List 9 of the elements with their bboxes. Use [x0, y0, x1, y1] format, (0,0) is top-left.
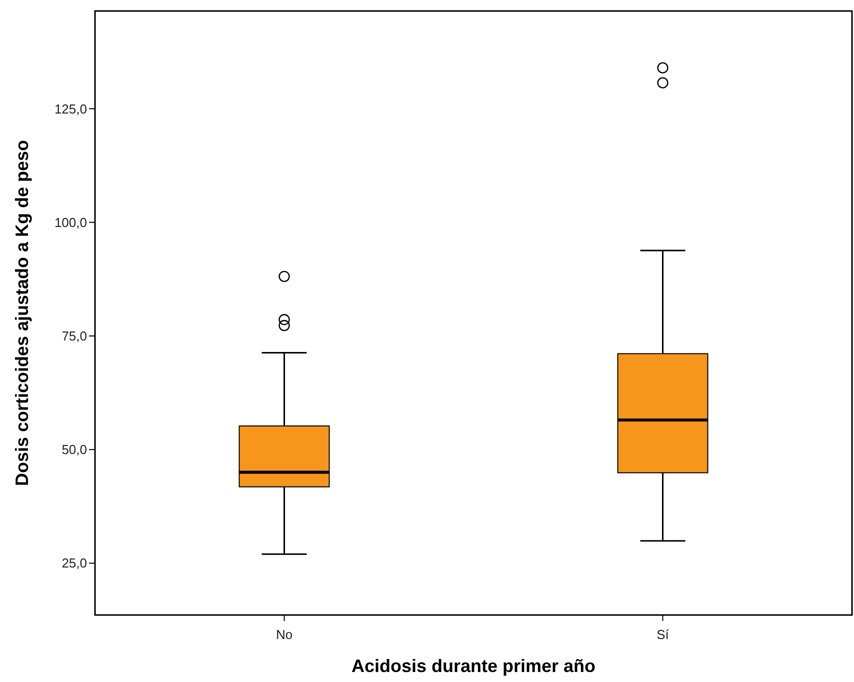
y-tick-label: 25,0 — [62, 556, 87, 571]
y-tick-label: 50,0 — [62, 442, 87, 458]
x-axis-title: Acidosis durante primer año — [351, 656, 596, 676]
y-axis-title: Dosis corticoides ajustado a Kg de peso — [12, 140, 32, 486]
x-tick-label: No — [276, 627, 293, 642]
x-tick-label: Sí — [656, 627, 670, 642]
y-tick-label: 100,0 — [54, 214, 87, 230]
y-tick-label: 125,0 — [54, 101, 87, 116]
y-tick-label: 75,0 — [62, 328, 87, 344]
